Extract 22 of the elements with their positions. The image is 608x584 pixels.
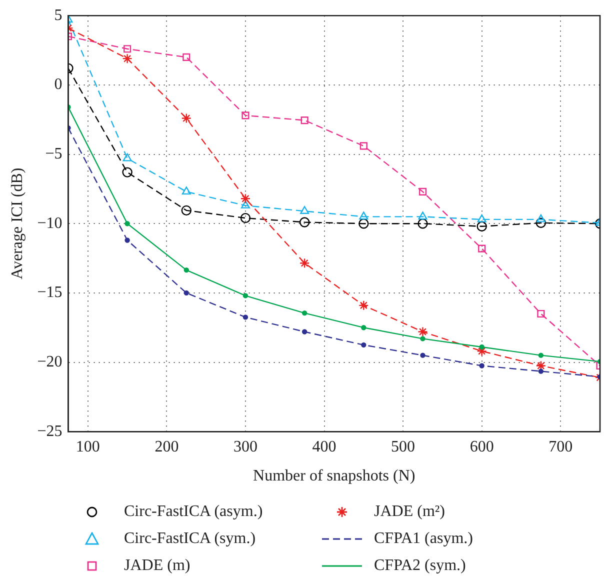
- x-tick-label: 500: [391, 438, 416, 456]
- y-tick-label: −25: [37, 422, 62, 440]
- x-tick-label: 400: [312, 438, 336, 456]
- legend-label: JADE (m²): [374, 503, 446, 521]
- legend-label: Circ-FastICA (asym.): [124, 503, 263, 521]
- x-tick-label: 600: [470, 438, 494, 456]
- legend-label: CFPA2 (sym.): [374, 557, 466, 575]
- x-tick-label: 700: [548, 438, 573, 456]
- y-tick-label: −15: [37, 284, 62, 302]
- y-tick-label: 5: [54, 6, 62, 24]
- legend-label: CFPA1 (asym.): [374, 530, 473, 548]
- x-axis-title: Number of snapshots (N): [253, 468, 416, 485]
- legend-label: Circ-FastICA (sym.): [124, 530, 256, 548]
- x-tick-label: 200: [154, 438, 179, 456]
- x-tick-label: 300: [233, 438, 258, 456]
- y-tick-label: −5: [45, 145, 62, 162]
- y-tick-label: −20: [37, 353, 62, 370]
- y-tick-label: −10: [37, 214, 62, 232]
- y-tick-label: 0: [54, 76, 62, 94]
- legend-label: JADE (m): [124, 557, 190, 575]
- y-axis-title: Average ICI (dB): [8, 168, 26, 280]
- x-tick-label: 100: [76, 438, 100, 456]
